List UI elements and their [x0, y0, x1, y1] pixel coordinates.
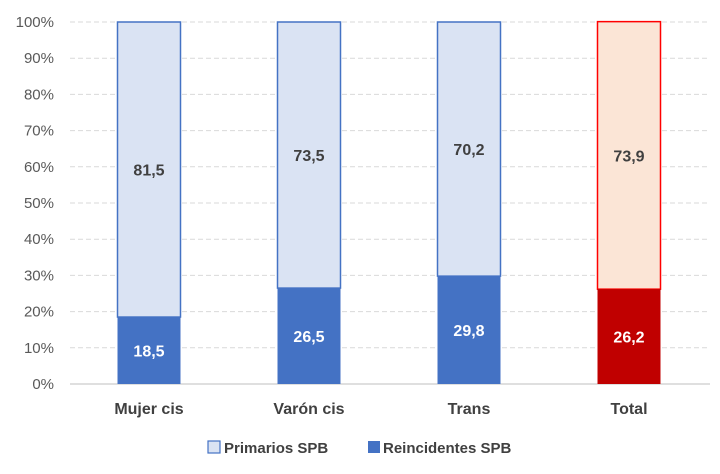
y-tick-label: 60%: [24, 159, 54, 176]
x-tick-label: Total: [610, 401, 647, 418]
bar-reincidentes: [277, 288, 341, 384]
y-tick-label: 20%: [24, 304, 54, 321]
legend-label-primarios: Primarios SPB: [224, 440, 328, 457]
bar-primarios: [436, 21, 502, 277]
y-tick-label: 80%: [24, 86, 54, 103]
y-tick-label: 90%: [24, 50, 54, 67]
legend-label-reincidentes: Reincidentes SPB: [383, 440, 512, 457]
bar-primarios: [116, 21, 182, 318]
data-label-reincidentes: 18,5: [133, 344, 164, 361]
y-tick-label: 50%: [24, 195, 54, 212]
bar-reincidentes: [117, 317, 181, 384]
data-label-reincidentes: 26,5: [293, 329, 324, 346]
y-tick-label: 40%: [24, 231, 54, 248]
y-tick-label: 10%: [24, 340, 54, 357]
x-tick-label: Trans: [448, 401, 491, 418]
data-label-reincidentes: 29,8: [453, 323, 484, 340]
data-label-primarios: 81,5: [133, 163, 164, 180]
bar-primarios: [276, 21, 342, 289]
data-label-primarios: 70,2: [453, 142, 484, 159]
y-tick-label: 100%: [16, 14, 54, 31]
data-label-reincidentes: 26,2: [613, 330, 644, 347]
bar-reincidentes: [437, 276, 501, 384]
x-tick-label: Mujer cis: [114, 401, 183, 418]
bar-reincidentes: [597, 289, 661, 384]
legend-swatch-primarios: [207, 440, 221, 454]
x-tick-label: Varón cis: [273, 401, 344, 418]
y-tick-label: 70%: [24, 123, 54, 140]
bar-primarios: [596, 20, 662, 290]
y-tick-label: 0%: [32, 376, 54, 393]
data-label-primarios: 73,9: [613, 148, 644, 165]
legend-swatch-reincidentes: [368, 441, 380, 453]
y-tick-label: 30%: [24, 267, 54, 284]
data-label-primarios: 73,5: [293, 148, 324, 165]
